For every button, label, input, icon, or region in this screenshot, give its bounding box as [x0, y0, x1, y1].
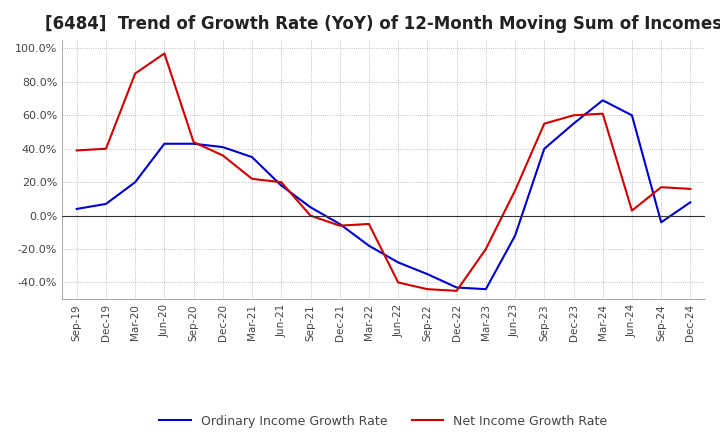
Net Income Growth Rate — [657, 184, 665, 190]
Net Income Growth Rate — [336, 223, 344, 228]
Ordinary Income Growth Rate — [248, 154, 256, 160]
Net Income Growth Rate — [364, 221, 373, 227]
Net Income Growth Rate — [248, 176, 256, 181]
Net Income Growth Rate — [482, 246, 490, 252]
Legend: Ordinary Income Growth Rate, Net Income Growth Rate: Ordinary Income Growth Rate, Net Income … — [160, 414, 608, 428]
Ordinary Income Growth Rate — [394, 260, 402, 265]
Net Income Growth Rate — [131, 71, 140, 76]
Net Income Growth Rate — [452, 288, 461, 293]
Ordinary Income Growth Rate — [102, 201, 110, 206]
Net Income Growth Rate — [306, 213, 315, 218]
Net Income Growth Rate — [570, 113, 578, 118]
Ordinary Income Growth Rate — [570, 121, 578, 126]
Net Income Growth Rate — [686, 186, 695, 191]
Ordinary Income Growth Rate — [131, 180, 140, 185]
Ordinary Income Growth Rate — [423, 271, 432, 277]
Net Income Growth Rate — [73, 148, 81, 153]
Net Income Growth Rate — [628, 208, 636, 213]
Ordinary Income Growth Rate — [160, 141, 168, 147]
Ordinary Income Growth Rate — [657, 220, 665, 225]
Net Income Growth Rate — [160, 51, 168, 56]
Ordinary Income Growth Rate — [336, 221, 344, 227]
Ordinary Income Growth Rate — [277, 183, 286, 188]
Ordinary Income Growth Rate — [686, 200, 695, 205]
Ordinary Income Growth Rate — [218, 144, 227, 150]
Net Income Growth Rate — [277, 180, 286, 185]
Ordinary Income Growth Rate — [510, 233, 519, 238]
Ordinary Income Growth Rate — [306, 205, 315, 210]
Line: Ordinary Income Growth Rate: Ordinary Income Growth Rate — [77, 100, 690, 289]
Ordinary Income Growth Rate — [598, 98, 607, 103]
Net Income Growth Rate — [189, 139, 198, 145]
Net Income Growth Rate — [423, 286, 432, 292]
Net Income Growth Rate — [510, 188, 519, 193]
Title: [6484]  Trend of Growth Rate (YoY) of 12-Month Moving Sum of Incomes: [6484] Trend of Growth Rate (YoY) of 12-… — [45, 15, 720, 33]
Net Income Growth Rate — [102, 146, 110, 151]
Net Income Growth Rate — [218, 153, 227, 158]
Ordinary Income Growth Rate — [364, 243, 373, 248]
Ordinary Income Growth Rate — [189, 141, 198, 147]
Net Income Growth Rate — [394, 280, 402, 285]
Net Income Growth Rate — [540, 121, 549, 126]
Ordinary Income Growth Rate — [482, 286, 490, 292]
Ordinary Income Growth Rate — [628, 113, 636, 118]
Ordinary Income Growth Rate — [452, 285, 461, 290]
Line: Net Income Growth Rate: Net Income Growth Rate — [77, 54, 690, 291]
Ordinary Income Growth Rate — [73, 206, 81, 212]
Ordinary Income Growth Rate — [540, 146, 549, 151]
Net Income Growth Rate — [598, 111, 607, 116]
